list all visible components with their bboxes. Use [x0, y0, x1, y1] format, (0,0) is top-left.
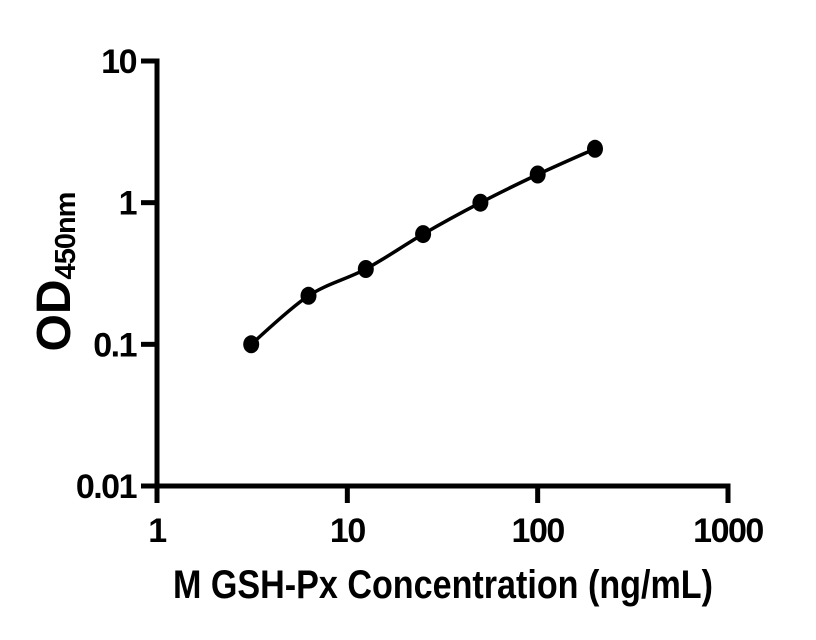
y-axis-title-main: OD	[28, 279, 81, 351]
data-point	[472, 193, 489, 212]
data-point	[415, 225, 432, 244]
x-tick-label: 100	[512, 512, 565, 550]
y-tick-label: 10	[101, 43, 136, 81]
data-point	[300, 286, 317, 305]
x-axis-title: M GSH-Px Concentration (ng/mL)	[173, 563, 713, 607]
x-tick-label: 10	[330, 512, 365, 550]
y-axis-title: OD450nm	[28, 193, 82, 352]
y-axis-title-subscript: 450nm	[50, 193, 82, 280]
data-point	[529, 165, 546, 184]
x-tick-label: 1	[148, 512, 166, 550]
data-points	[243, 139, 603, 354]
data-point	[243, 335, 260, 354]
x-tick-label: 1000	[693, 512, 763, 550]
axis-spines	[154, 58, 731, 489]
y-tick-label: 0.1	[93, 326, 136, 364]
data-point	[587, 139, 603, 158]
y-tick-label: 1	[119, 185, 137, 223]
y-axis-ticks	[141, 58, 157, 489]
y-tick-label: 0.01	[76, 468, 137, 506]
data-point	[357, 260, 374, 278]
x-axis-tick-labels: 1 10 100 1000	[148, 512, 765, 550]
y-axis-tick-labels: 10 1 0.1 0.01	[76, 43, 138, 506]
x-axis-ticks	[154, 486, 731, 503]
